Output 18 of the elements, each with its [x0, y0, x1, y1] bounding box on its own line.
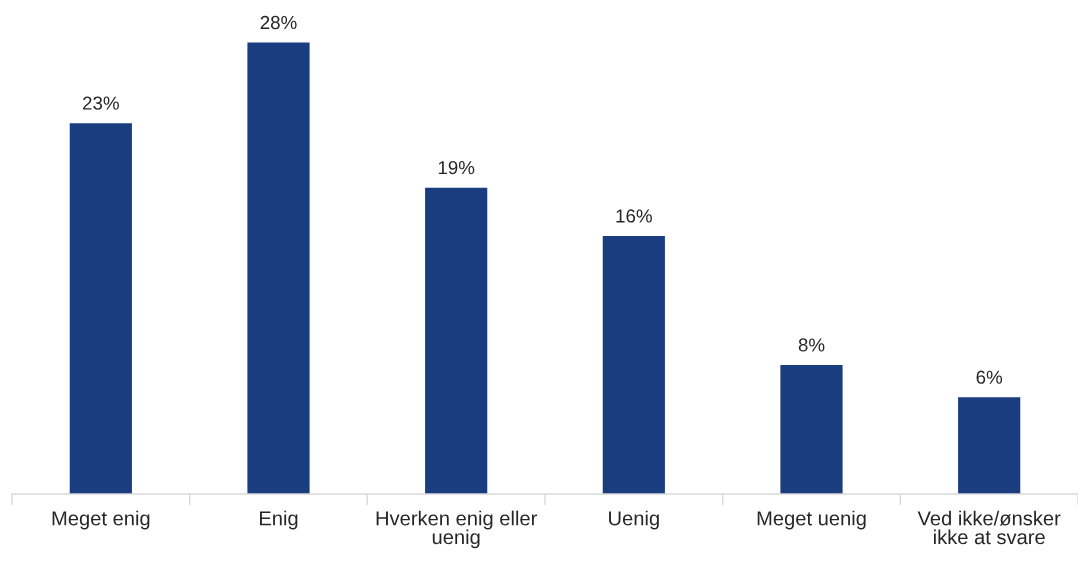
data-label: 8% — [798, 338, 825, 352]
data-label: 23% — [83, 96, 119, 110]
bar — [780, 365, 843, 494]
bar — [425, 187, 488, 494]
x-tick-label: Uenig — [609, 510, 659, 530]
data-label: 16% — [616, 209, 652, 223]
x-tick-label: Meget uenig — [757, 510, 866, 530]
data-label: 19% — [438, 160, 475, 175]
bar — [69, 123, 132, 494]
x-tick-label: Enig — [260, 510, 298, 530]
data-label: 28% — [260, 15, 297, 30]
bar — [958, 397, 1021, 494]
x-tick-label: Hverken enig eller uenig — [376, 510, 537, 549]
bar — [602, 236, 665, 494]
x-tick-label: Ved ikke/ønsker ikke at svare — [917, 510, 1061, 545]
data-label: 6% — [976, 370, 1003, 384]
x-tick-label: Meget enig — [52, 510, 150, 530]
bar — [247, 42, 310, 494]
